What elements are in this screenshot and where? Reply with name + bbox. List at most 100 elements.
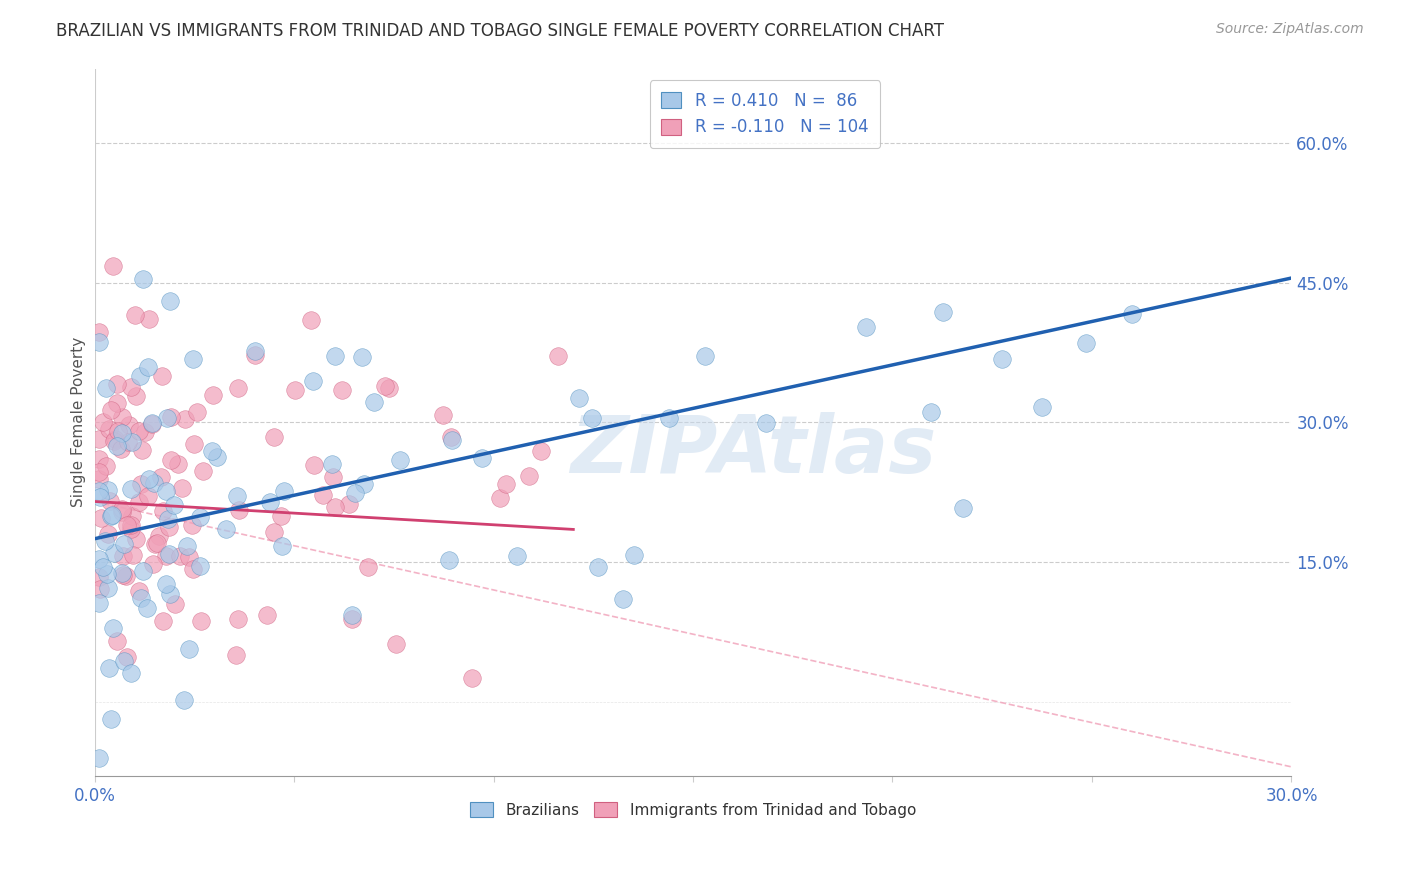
Point: [243, 344, 266, 359]
Point: [259, 494, 281, 508]
Point: [150, 369, 173, 384]
Point: [155, 483, 177, 498]
Point: [931, 304, 953, 318]
Text: Source: ZipAtlas.com: Source: ZipAtlas.com: [1216, 22, 1364, 37]
Point: [101, 508, 124, 522]
Y-axis label: Single Female Poverty: Single Female Poverty: [72, 337, 86, 508]
Point: [143, 537, 166, 551]
Point: [135, 600, 157, 615]
Point: [322, 469, 344, 483]
Point: [134, 425, 156, 440]
Point: [263, 430, 285, 444]
Point: [148, 529, 170, 543]
Point: [91, 560, 114, 574]
Point: [97, 527, 120, 541]
Point: [363, 395, 385, 409]
Point: [87, 432, 110, 446]
Point: [155, 577, 177, 591]
Point: [228, 613, 250, 627]
Point: [89, 582, 111, 596]
Point: [193, 464, 215, 478]
Point: [207, 450, 229, 465]
Point: [374, 379, 396, 393]
Point: [128, 584, 150, 599]
Point: [121, 434, 143, 449]
Point: [107, 424, 129, 438]
Point: [128, 368, 150, 383]
Point: [384, 637, 406, 651]
Point: [156, 512, 179, 526]
Point: [201, 388, 224, 402]
Point: [489, 491, 512, 506]
Point: [118, 418, 141, 433]
Point: [612, 592, 634, 607]
Point: [755, 416, 778, 430]
Point: [201, 444, 224, 458]
Point: [97, 422, 120, 436]
Point: [323, 349, 346, 363]
Point: [169, 549, 191, 563]
Point: [120, 522, 142, 536]
Point: [243, 348, 266, 362]
Point: [112, 549, 135, 563]
Point: [342, 607, 364, 622]
Point: [112, 654, 135, 668]
Point: [112, 537, 135, 551]
Point: [120, 517, 142, 532]
Point: [581, 411, 603, 425]
Point: [357, 559, 380, 574]
Point: [273, 483, 295, 498]
Point: [94, 534, 117, 549]
Point: [122, 548, 145, 562]
Point: [172, 481, 194, 495]
Point: [111, 566, 134, 581]
Point: [188, 510, 211, 524]
Point: [165, 597, 187, 611]
Point: [98, 494, 121, 508]
Point: [991, 352, 1014, 367]
Point: [89, 484, 111, 499]
Point: [157, 547, 180, 561]
Point: [120, 665, 142, 680]
Point: [920, 405, 942, 419]
Point: [104, 432, 127, 446]
Point: [323, 500, 346, 514]
Point: [225, 648, 247, 663]
Point: [321, 457, 343, 471]
Point: [568, 392, 591, 406]
Point: [179, 550, 201, 565]
Point: [128, 424, 150, 438]
Point: [530, 444, 553, 458]
Point: [228, 503, 250, 517]
Point: [586, 560, 609, 574]
Point: [389, 453, 412, 467]
Point: [87, 465, 110, 479]
Point: [90, 511, 112, 525]
Point: [136, 489, 159, 503]
Point: [160, 410, 183, 425]
Point: [332, 383, 354, 397]
Point: [350, 350, 373, 364]
Point: [105, 634, 128, 648]
Point: [129, 591, 152, 606]
Point: [1121, 307, 1143, 321]
Legend: Brazilians, Immigrants from Trinidad and Tobago: Brazilians, Immigrants from Trinidad and…: [463, 794, 924, 825]
Point: [125, 389, 148, 403]
Point: [141, 417, 163, 432]
Point: [138, 472, 160, 486]
Point: [111, 409, 134, 424]
Point: [270, 540, 292, 554]
Point: [353, 476, 375, 491]
Point: [89, 491, 111, 505]
Point: [302, 458, 325, 472]
Point: [162, 498, 184, 512]
Point: [129, 477, 152, 491]
Point: [132, 272, 155, 286]
Point: [100, 712, 122, 726]
Point: [97, 581, 120, 595]
Point: [94, 382, 117, 396]
Point: [146, 536, 169, 550]
Point: [181, 518, 204, 533]
Point: [432, 408, 454, 422]
Point: [105, 440, 128, 454]
